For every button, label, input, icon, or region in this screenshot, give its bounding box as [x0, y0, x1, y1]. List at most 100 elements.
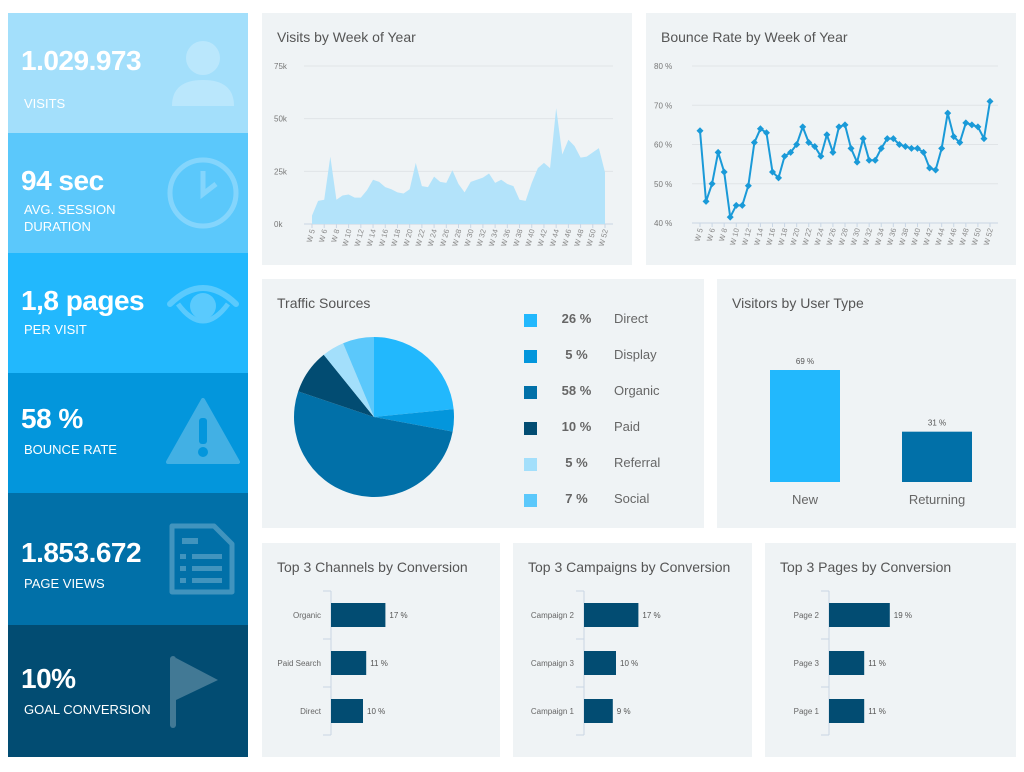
bar-category-label: New: [792, 492, 819, 507]
data-point: [762, 129, 770, 137]
kpi-value: 1.029.973: [21, 45, 142, 76]
x-tick-label: W 24: [813, 227, 826, 246]
visitors-type-panel: Visitors by User Type 69 % New 31 % Returni…: [717, 279, 1016, 528]
bar-category-label: Paid Search: [277, 659, 321, 668]
x-tick-label: W 40: [523, 228, 536, 247]
kpi-tile-visits: 1.029.973 VISITS: [8, 13, 248, 133]
eye-icon: [167, 285, 239, 324]
data-point: [907, 144, 915, 152]
data-point: [714, 148, 722, 156]
data-point: [708, 180, 716, 188]
x-tick-label: W 38: [511, 228, 524, 247]
bar-value-label: 11 %: [868, 707, 886, 716]
data-point: [920, 148, 928, 156]
bounce-line: [699, 101, 991, 221]
bar-category-label: Campaign 2: [531, 611, 575, 620]
legend-item-paid: 10 % Paid: [524, 419, 694, 439]
data-point: [956, 139, 964, 147]
kpi-value: 58 %: [21, 403, 83, 434]
data-point: [859, 135, 867, 143]
data-point: [986, 97, 994, 105]
bar-category-label: Page 3: [794, 659, 820, 668]
x-tick-label: W 42: [921, 227, 934, 246]
legend-percent: 5 %: [565, 347, 588, 362]
pie-slice-social: [343, 337, 374, 417]
x-tick-label: W 20: [401, 228, 414, 247]
x-tick-label: W 50: [584, 228, 597, 247]
data-point: [968, 121, 976, 129]
x-tick-label: W 28: [450, 228, 463, 247]
y-tick-label: 75k: [274, 62, 288, 71]
x-tick-label: W 5: [693, 227, 705, 242]
data-point: [805, 139, 813, 147]
bar: [829, 651, 865, 675]
x-tick-label: W 20: [788, 227, 801, 246]
y-tick-label: 40 %: [654, 219, 672, 228]
x-tick-label: W 5: [305, 228, 317, 243]
x-tick-label: W 12: [740, 227, 753, 246]
x-tick-label: W 38: [897, 227, 910, 246]
legend-percent: 58 %: [561, 383, 592, 398]
pie-slice-display: [374, 409, 454, 432]
bar-category-label: Returning: [909, 492, 965, 507]
y-tick-label: 50k: [274, 115, 288, 124]
chart-title: Visits by Week of Year: [277, 29, 416, 45]
legend-item-referral: 5 % Referral: [524, 455, 694, 475]
legend-swatch: [524, 458, 537, 471]
data-point: [835, 123, 843, 131]
traffic-pie-chart: [294, 337, 454, 497]
data-point: [793, 141, 801, 148]
x-tick-label: W 8: [329, 228, 341, 243]
y-tick-label: 70 %: [654, 101, 672, 110]
x-tick-label: W 26: [825, 227, 838, 246]
data-point: [853, 158, 861, 166]
data-point: [799, 123, 807, 131]
pie-slice-paid: [298, 354, 374, 417]
kpi-value: 94 sec: [21, 165, 104, 196]
x-tick-label: W 40: [909, 227, 922, 246]
x-tick-label: W 36: [885, 227, 898, 246]
kpi-tile-bounce-rate: 58 % BOUNCE RATE: [8, 373, 248, 493]
pages-bar-chart: Page 2 19 % Page 3 11 % Page 1 11 %: [794, 590, 912, 736]
legend-item-organic: 58 % Organic: [524, 383, 694, 403]
x-tick-label: W 28: [837, 227, 850, 246]
kpi-label: PER VISIT: [24, 322, 87, 337]
kpi-label: PAGE VIEWS: [24, 576, 105, 591]
kpi-tile-avg-session-duration: 94 sec AVG. SESSION DURATION: [8, 133, 248, 253]
kpi-tile-page-views: 1.853.672 PAGE VIEWS: [8, 493, 248, 625]
bar-value-label: 9 %: [617, 707, 631, 716]
data-point: [756, 125, 764, 133]
x-tick-label: W 10: [340, 228, 353, 247]
x-tick-label: W 10: [728, 227, 741, 246]
data-point: [932, 166, 940, 174]
x-tick-label: W 18: [776, 227, 789, 246]
bar-value-label: 11 %: [868, 659, 886, 668]
kpi-tile-per-visit: 1,8 pages PER VISIT: [8, 253, 248, 373]
data-point: [865, 156, 873, 164]
legend-label: Organic: [614, 383, 660, 398]
x-tick-label: W 18: [389, 228, 402, 247]
bar: [829, 603, 890, 627]
campaigns-bar-chart: Campaign 2 17 % Campaign 3 10 % Campaign 1 9 …: [531, 590, 661, 736]
x-tick-label: W 48: [572, 228, 585, 247]
bar-category-label: Direct: [300, 707, 322, 716]
kpi-tile-goal-conversion: 10% GOAL CONVERSION: [8, 625, 248, 757]
data-point: [901, 142, 909, 150]
kpi-value: 1.853.672: [21, 537, 142, 568]
data-point: [787, 148, 795, 156]
y-tick-label: 25k: [274, 167, 288, 176]
data-point: [817, 152, 825, 160]
data-point: [877, 144, 885, 152]
legend-label: Social: [614, 491, 650, 506]
data-point: [889, 135, 897, 143]
data-point: [871, 156, 879, 164]
data-point: [738, 201, 746, 209]
x-tick-label: W 36: [499, 228, 512, 247]
chart-title: Top 3 Channels by Conversion: [277, 559, 468, 575]
x-tick-label: W 44: [933, 227, 946, 246]
bar-category-label: Organic: [293, 611, 321, 620]
data-point: [732, 201, 740, 209]
bar-category-label: Campaign 1: [531, 707, 575, 716]
document-icon: [169, 523, 235, 595]
legend-label: Display: [614, 347, 657, 362]
